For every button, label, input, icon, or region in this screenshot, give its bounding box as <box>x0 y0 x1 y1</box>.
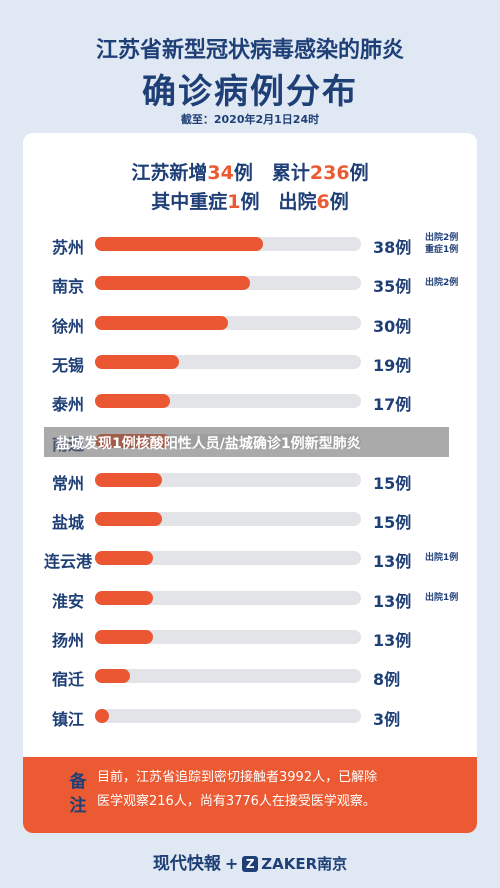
value-label: 8例 <box>373 670 401 690</box>
value-label: 13例 <box>373 552 412 572</box>
bar <box>95 472 162 487</box>
title-line-1: 江苏省新型冠状病毒感染的肺炎 <box>95 38 404 63</box>
city-label: 泰州 <box>51 395 84 415</box>
value-label: 15例 <box>373 513 412 533</box>
bar-track <box>95 590 361 605</box>
row-note: 出院2例 <box>425 278 459 289</box>
city-label: 南京 <box>51 277 84 297</box>
footer-logos: 现代快報 + Z ZAKER南京 <box>0 849 500 874</box>
bar <box>95 354 180 369</box>
bar <box>95 551 153 566</box>
new-count: 34 <box>207 162 234 184</box>
value-label: 13例 <box>373 591 412 611</box>
value-label: 38例 <box>373 238 412 257</box>
caption-text: 盐城发现1例核酸阳性人员/盐城确诊1例新型肺炎 <box>56 436 361 452</box>
city-label: 淮安 <box>51 591 84 611</box>
footnote-label-bottom: 注 <box>69 796 87 816</box>
bar-track <box>95 551 361 566</box>
summary-text: 江苏新增 <box>131 162 208 184</box>
bar <box>95 315 228 330</box>
value-label: 19例 <box>373 355 412 375</box>
bar-track <box>95 315 361 330</box>
bar <box>95 276 251 291</box>
city-label: 连云港 <box>43 552 92 572</box>
bar-track <box>95 708 361 723</box>
row-note: 出院1例 <box>425 592 459 603</box>
cutoff-time: 截至：2020年2月1日24时 <box>180 113 320 126</box>
summary-text: 例 <box>349 162 369 184</box>
bar-track <box>95 630 361 644</box>
bar <box>95 669 131 684</box>
bar-track <box>95 394 361 409</box>
severe-count: 1 <box>227 191 241 213</box>
summary-text: 其中重症 <box>151 191 228 213</box>
value-label: 35例 <box>373 277 412 297</box>
bar-track <box>95 354 361 369</box>
value-label: 13例 <box>373 631 412 650</box>
city-label: 宿迁 <box>51 670 84 690</box>
bar-track <box>95 237 361 251</box>
zaker-logo: ZAKER南京 <box>261 855 348 873</box>
city-label: 镇江 <box>51 709 84 729</box>
title-line-2: 确诊病例分布 <box>142 72 358 112</box>
footnote-text-line-2: 医学观察216人，尚有3776人在接受医学观察。 <box>97 794 376 809</box>
caption-overlay[interactable]: 盐城发现1例核酸阳性人员/盐城确诊1例新型肺炎 <box>44 427 449 457</box>
bar-track <box>95 512 361 527</box>
row-note: 出院2例 <box>425 233 459 243</box>
value-label: 17例 <box>373 395 412 415</box>
bar <box>95 708 109 723</box>
discharged-count: 6 <box>316 191 330 213</box>
bar <box>95 630 153 644</box>
bar <box>95 590 153 605</box>
value-label: 30例 <box>373 316 412 336</box>
bar-track <box>95 276 361 291</box>
plus-sign: + <box>224 854 239 873</box>
row-note: 出院1例 <box>425 553 459 564</box>
value-label: 15例 <box>373 473 412 493</box>
xdkb-logo: 现代快報 <box>152 854 221 874</box>
city-label: 苏州 <box>51 238 84 257</box>
row-note: 重症1例 <box>425 245 459 255</box>
city-label: 盐城 <box>51 513 84 533</box>
footnote-text-line-1: 目前，江苏省追踪到密切接触者3992人，已解除 <box>97 770 378 785</box>
footnote-label-top: 备 <box>69 772 87 792</box>
bar-track <box>95 472 361 487</box>
city-label: 无锡 <box>51 355 84 375</box>
bar <box>95 512 162 527</box>
bar <box>95 237 264 251</box>
city-label: 扬州 <box>51 631 84 650</box>
total-count: 236 <box>309 162 350 184</box>
footnote-box: 备 注 目前，江苏省追踪到密切接触者3992人，已解除 医学观察216人，尚有3… <box>23 757 477 833</box>
bar-track <box>95 669 361 684</box>
city-label: 常州 <box>51 473 84 493</box>
zaker-icon: Z <box>242 856 259 872</box>
city-label: 徐州 <box>51 316 84 336</box>
summary-line-severe: 其中重症1例 出院6例 <box>0 187 500 214</box>
summary-line-new: 江苏新增34例 累计236例 <box>0 158 500 185</box>
value-label: 3例 <box>373 709 401 729</box>
summary-text: 例 出院 <box>240 191 317 213</box>
summary-text: 例 累计 <box>233 162 310 184</box>
summary-text: 例 <box>329 191 349 213</box>
bar <box>95 394 171 409</box>
